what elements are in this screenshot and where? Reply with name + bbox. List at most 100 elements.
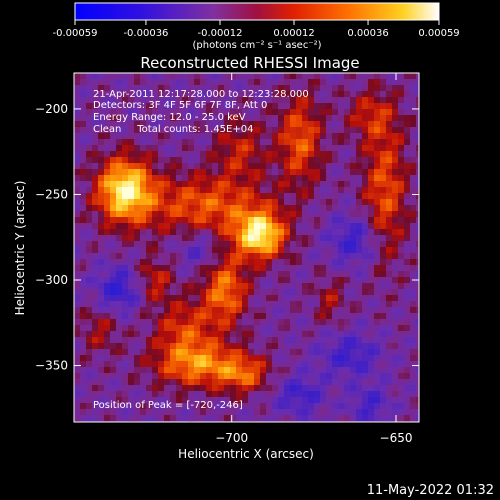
image-pixel xyxy=(206,217,213,224)
image-pixel xyxy=(188,385,195,392)
image-pixel xyxy=(404,361,411,368)
image-pixel xyxy=(350,217,357,224)
image-pixel xyxy=(356,133,363,140)
image-pixel xyxy=(404,187,411,194)
image-pixel xyxy=(212,205,219,212)
image-pixel xyxy=(200,121,207,128)
image-pixel xyxy=(164,349,171,356)
image-pixel xyxy=(122,109,129,116)
image-pixel xyxy=(188,259,195,266)
y-tick-label: −200 xyxy=(35,102,68,116)
image-pixel xyxy=(284,211,291,218)
image-pixel xyxy=(392,97,399,104)
image-pixel xyxy=(146,259,153,266)
image-pixel xyxy=(326,145,333,152)
image-pixel xyxy=(392,415,399,422)
image-pixel xyxy=(254,397,261,404)
image-pixel xyxy=(314,139,321,146)
image-pixel xyxy=(116,139,123,146)
image-pixel xyxy=(188,169,195,176)
image-pixel xyxy=(404,385,411,392)
image-pixel xyxy=(182,151,189,158)
image-pixel xyxy=(224,187,231,194)
image-pixel xyxy=(152,229,159,236)
image-pixel xyxy=(272,199,279,206)
image-pixel xyxy=(260,367,267,374)
image-pixel xyxy=(182,73,189,80)
image-pixel xyxy=(74,373,81,380)
image-pixel xyxy=(284,415,291,422)
image-pixel xyxy=(356,265,363,272)
image-pixel xyxy=(302,193,309,200)
image-pixel xyxy=(338,283,345,290)
image-pixel xyxy=(374,163,381,170)
image-pixel xyxy=(290,85,297,92)
image-pixel xyxy=(368,181,375,188)
image-pixel xyxy=(200,397,207,404)
image-pixel xyxy=(368,331,375,338)
image-pixel xyxy=(122,211,129,218)
image-pixel xyxy=(140,229,147,236)
image-pixel xyxy=(224,223,231,230)
image-pixel xyxy=(266,325,273,332)
info-line-counts: Clean Total counts: 1.45E+04 xyxy=(93,124,253,135)
image-pixel xyxy=(134,337,141,344)
image-pixel xyxy=(194,85,201,92)
image-pixel xyxy=(278,175,285,182)
image-pixel xyxy=(278,85,285,92)
image-pixel xyxy=(104,295,111,302)
image-pixel xyxy=(284,343,291,350)
image-pixel xyxy=(194,373,201,380)
image-pixel xyxy=(356,91,363,98)
image-pixel xyxy=(272,373,279,380)
image-pixel xyxy=(236,349,243,356)
image-pixel xyxy=(152,115,159,122)
image-pixel xyxy=(344,217,351,224)
image-pixel xyxy=(404,307,411,314)
image-pixel xyxy=(320,169,327,176)
image-pixel xyxy=(128,175,135,182)
image-pixel xyxy=(362,307,369,314)
image-pixel xyxy=(80,199,87,206)
image-pixel xyxy=(338,301,345,308)
image-pixel xyxy=(188,85,195,92)
image-pixel xyxy=(170,109,177,116)
image-pixel xyxy=(380,283,387,290)
image-pixel xyxy=(350,97,357,104)
image-pixel xyxy=(392,223,399,230)
image-pixel xyxy=(80,133,87,140)
image-pixel xyxy=(362,127,369,134)
image-pixel xyxy=(116,355,123,362)
image-pixel xyxy=(128,247,135,254)
image-pixel xyxy=(98,139,105,146)
image-pixel xyxy=(116,85,123,92)
image-pixel xyxy=(104,355,111,362)
image-pixel xyxy=(170,73,177,80)
image-pixel xyxy=(368,247,375,254)
image-pixel xyxy=(296,271,303,278)
image-pixel xyxy=(404,277,411,284)
image-pixel xyxy=(410,397,417,404)
image-pixel xyxy=(80,235,87,242)
image-pixel xyxy=(92,235,99,242)
image-pixel xyxy=(122,331,129,338)
image-pixel xyxy=(158,133,165,140)
image-pixel xyxy=(284,79,291,86)
image-pixel xyxy=(356,73,363,80)
image-pixel xyxy=(110,109,117,116)
image-pixel xyxy=(278,181,285,188)
image-pixel xyxy=(140,373,147,380)
image-pixel xyxy=(224,91,231,98)
image-pixel xyxy=(224,361,231,368)
image-pixel xyxy=(386,385,393,392)
image-pixel xyxy=(104,85,111,92)
image-pixel xyxy=(230,253,237,260)
image-pixel xyxy=(398,211,405,218)
image-pixel xyxy=(194,379,201,386)
image-pixel xyxy=(380,223,387,230)
image-pixel xyxy=(392,235,399,242)
image-pixel xyxy=(254,331,261,338)
image-pixel xyxy=(182,241,189,248)
image-pixel xyxy=(80,109,87,116)
image-pixel xyxy=(236,259,243,266)
